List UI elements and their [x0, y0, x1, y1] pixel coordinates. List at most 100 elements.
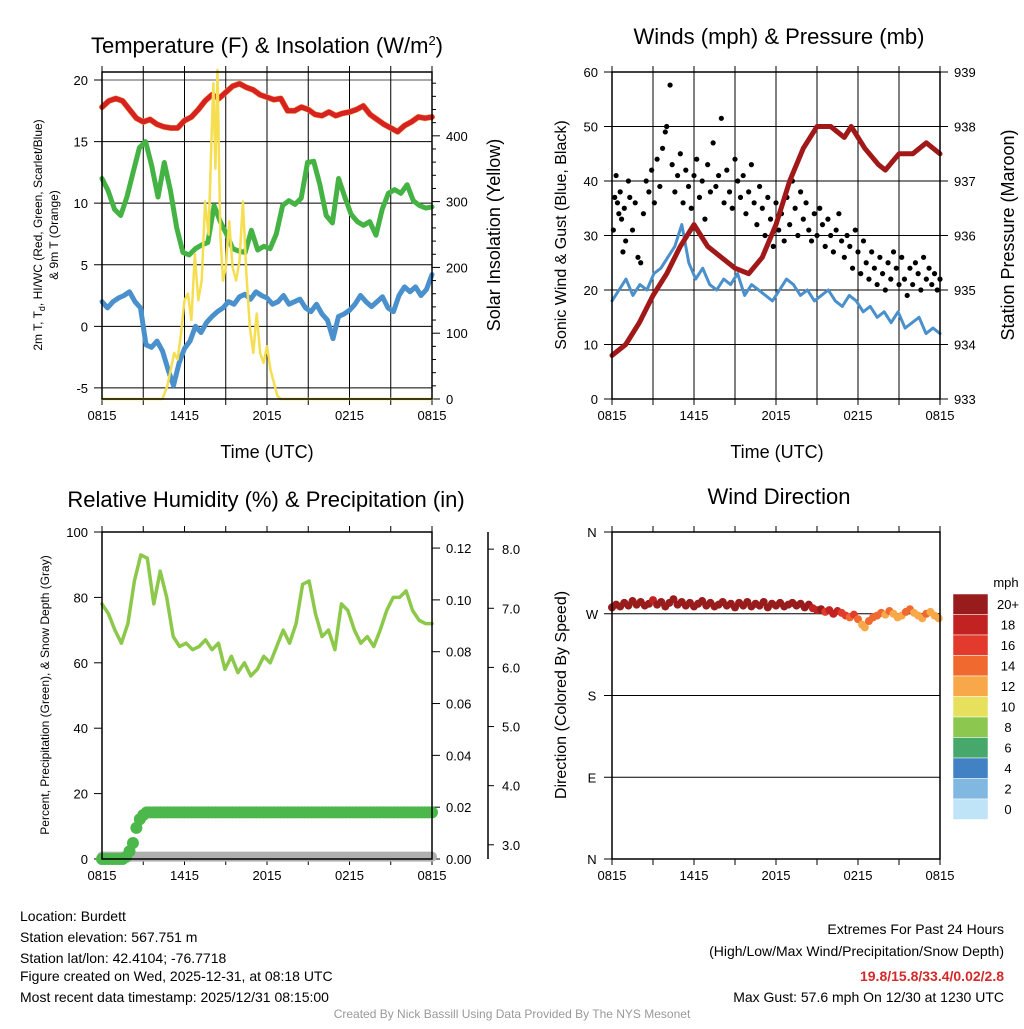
dir-y-tick-label: S	[588, 689, 597, 704]
gust-point	[751, 200, 757, 206]
gust-point	[732, 156, 738, 162]
gust-point	[669, 162, 675, 168]
gust-point	[781, 238, 787, 244]
colorbar-label: 16	[1001, 638, 1015, 653]
gust-point	[817, 205, 823, 211]
colorbar-label: 10	[1001, 700, 1015, 715]
pressure-y2-tick-label: 934	[954, 338, 976, 353]
precip-point	[126, 837, 139, 850]
gust-point	[649, 167, 655, 173]
pressure-y2-tick-label: 937	[954, 174, 976, 189]
gust-point	[632, 200, 638, 206]
temp-y-tick-label: 15	[74, 135, 88, 150]
gust-point	[852, 227, 858, 233]
colorbar-label: 18	[1001, 618, 1015, 633]
temp-y-tick-label: 10	[74, 196, 88, 211]
wind-dir-y-label: Direction (Colored By Speed)	[553, 591, 570, 799]
pressure-y2-tick-label: 933	[954, 392, 976, 407]
pressure-y2-label: Station Pressure (Maroon)	[998, 129, 1018, 340]
winds-y-label: Sonic Wind & Gust (Blue, Black)	[553, 120, 570, 349]
gust-point	[735, 178, 741, 184]
gust-point	[618, 216, 625, 222]
credit-text: Created By Nick Bassill Using Data Provi…	[334, 1007, 691, 1021]
extremes-fields: (High/Low/Max Wind/Precipitation/Snow De…	[709, 943, 1004, 959]
rh-y-tick-label: 100	[66, 525, 88, 540]
gust-point	[847, 243, 853, 249]
gust-point	[860, 238, 867, 244]
dir-y-tick-label: W	[586, 607, 599, 622]
dir-y-tick-label: N	[587, 525, 596, 540]
gust-point	[798, 189, 804, 195]
gust-point	[841, 254, 847, 260]
gust-point	[612, 194, 618, 200]
extremes-info: Extremes For Past 24 Hours (High/Low/Max…	[709, 921, 1004, 1005]
colorbar-label: 0	[1004, 802, 1011, 817]
gust-point	[620, 249, 626, 255]
gust-point	[858, 271, 864, 277]
x-tick-label-winds: 0815	[598, 408, 627, 423]
rh-y-tick-label: 60	[74, 656, 88, 671]
snow-y3-tick-label: 5.0	[502, 720, 520, 735]
x-tick-label-temp: 0815	[418, 408, 447, 423]
gust-point	[718, 115, 724, 121]
gust-point	[869, 249, 875, 255]
gust-point	[713, 183, 719, 190]
precip-y2-tick-label: 0.02	[446, 800, 471, 815]
colorbar-label: 4	[1004, 761, 1011, 776]
gust-point	[792, 205, 798, 211]
snow-y3-tick-label: 8.0	[502, 542, 520, 557]
gust-point	[646, 189, 652, 195]
gust-point	[855, 249, 861, 255]
gust-point	[705, 162, 711, 168]
x-tick-label-rh: 1415	[170, 868, 199, 883]
colorbar-label: 2	[1004, 782, 1011, 797]
gust-point	[907, 265, 913, 271]
gust-point	[773, 200, 779, 206]
gust-point	[767, 216, 774, 222]
gust-point	[746, 189, 752, 195]
precip-y2-tick-label: 0.10	[446, 593, 471, 608]
colorbar-swatch	[952, 634, 989, 656]
solar-y2-tick-label: 300	[446, 195, 468, 210]
gust-point	[662, 129, 668, 135]
gust-point	[871, 265, 878, 271]
snow-y3-tick-label: 6.0	[502, 660, 520, 675]
snow-y3-tick-label: 4.0	[502, 779, 520, 794]
gust-point	[743, 211, 749, 217]
temp-y-tick-label: -5	[76, 381, 88, 396]
gust-point	[896, 281, 902, 288]
temp-y-label: 2m T, Td, HI/WC (Red, Green, Scarlet/Blu…	[31, 119, 47, 350]
plot-frame-rh	[101, 531, 433, 860]
wind-direction-point	[934, 614, 943, 623]
colorbar-swatch	[952, 716, 989, 738]
gust-point	[819, 222, 826, 228]
gust-point	[762, 232, 768, 239]
dir-y-tick-label: N	[587, 852, 596, 867]
rh-y-tick-label: 40	[74, 721, 88, 736]
winds-y-tick-label: 30	[584, 229, 598, 244]
dir-y-tick-label: E	[588, 770, 597, 785]
gust-point	[833, 227, 839, 233]
gust-point	[623, 238, 629, 244]
max-gust-text: Max Gust: 57.6 mph On 12/30 at 1230 UTC	[733, 989, 1004, 1005]
gust-point	[759, 205, 765, 211]
winds-chart-title: Winds (mph) & Pressure (mb)	[634, 24, 925, 49]
station-info: Location: Burdett Station elevation: 567…	[20, 908, 333, 1005]
x-tick-label-temp: 1415	[170, 408, 199, 423]
series-station-pressure-line	[609, 124, 943, 358]
gust-point	[836, 211, 842, 217]
wind-direction-point	[860, 623, 869, 632]
wind-direction-point	[854, 615, 862, 624]
gust-point	[664, 123, 670, 130]
colorbar-swatch	[952, 737, 989, 759]
temp-y-label-line2: & 9m T (Orange)	[47, 190, 61, 280]
wind-direction-point	[669, 595, 678, 604]
gust-point	[680, 200, 686, 206]
gust-point	[811, 211, 817, 217]
series-sonic-wind-line	[610, 223, 942, 336]
plot-frame-dir	[611, 531, 941, 860]
winds-y-tick-label: 20	[584, 283, 598, 298]
series-heat-index-wind-chill-line	[99, 272, 435, 388]
precip-y2-tick-label: 0.08	[446, 645, 471, 660]
gust-point	[614, 200, 621, 206]
